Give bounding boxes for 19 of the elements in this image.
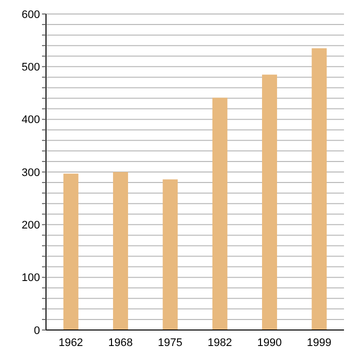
y-tick-label: 500: [22, 62, 40, 74]
x-tick-label: 1962: [58, 336, 84, 349]
y-tick-label: 600: [22, 8, 40, 21]
y-tick-label: 400: [22, 114, 40, 126]
bar: [162, 179, 178, 330]
x-tick-label: 1968: [108, 336, 133, 349]
x-tick-label: 1999: [306, 336, 332, 349]
bar: [212, 98, 228, 330]
x-tick-label: 1990: [257, 336, 282, 349]
bar: [262, 74, 278, 330]
bar: [312, 48, 327, 330]
y-tick-label: 200: [22, 220, 40, 232]
y-tick-label: 100: [22, 272, 40, 284]
x-tick-label: 1975: [158, 336, 182, 349]
y-tick-label: 0: [34, 324, 40, 337]
y-tick-label: 300: [22, 166, 40, 179]
bar: [63, 174, 78, 330]
bar: [113, 172, 128, 330]
x-tick-label: 1982: [208, 336, 232, 349]
